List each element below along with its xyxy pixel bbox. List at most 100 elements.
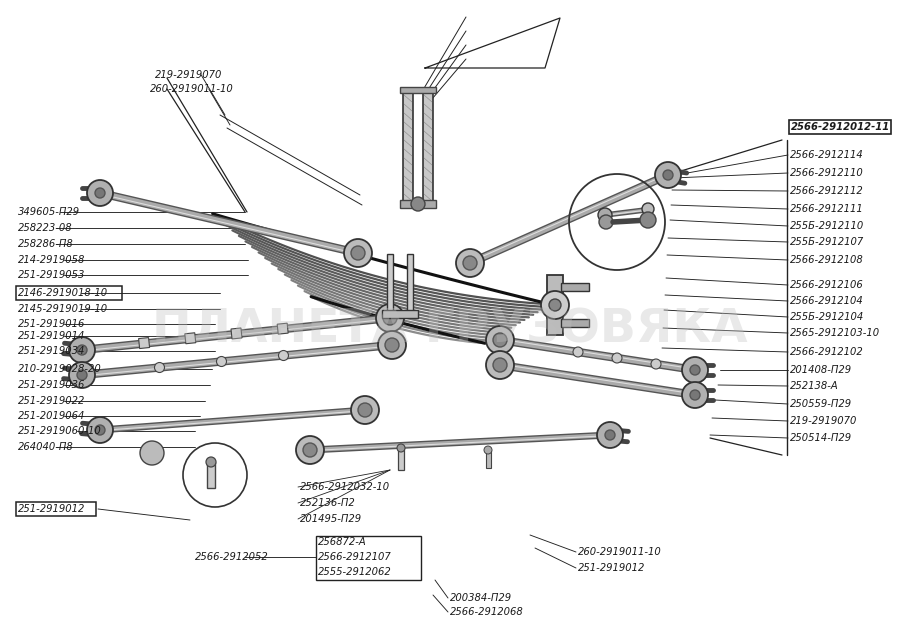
Circle shape xyxy=(155,362,165,372)
Text: 2566-2912068: 2566-2912068 xyxy=(450,607,524,617)
Text: 2566-2912032-10: 2566-2912032-10 xyxy=(300,482,390,492)
Circle shape xyxy=(598,208,612,222)
Circle shape xyxy=(682,357,708,383)
Text: 219-2919070: 219-2919070 xyxy=(790,416,858,426)
Text: 255Б-2912104: 255Б-2912104 xyxy=(790,312,864,322)
Text: 210-2919028-20: 210-2919028-20 xyxy=(18,364,102,374)
Bar xyxy=(277,323,288,334)
Circle shape xyxy=(663,170,673,180)
Circle shape xyxy=(303,443,317,457)
Circle shape xyxy=(605,430,615,440)
Bar xyxy=(387,254,393,314)
Text: 251-2919012: 251-2919012 xyxy=(578,563,645,573)
Text: 2145-2919019-10: 2145-2919019-10 xyxy=(18,304,108,314)
Circle shape xyxy=(463,256,477,270)
Bar xyxy=(789,120,891,134)
Circle shape xyxy=(351,396,379,424)
Text: 252138-А: 252138-А xyxy=(790,381,839,391)
Bar xyxy=(382,310,418,318)
Text: 214-2919058: 214-2919058 xyxy=(18,255,86,265)
Text: 251-2019064: 251-2019064 xyxy=(18,411,86,421)
Circle shape xyxy=(383,311,397,325)
Circle shape xyxy=(682,382,708,408)
Circle shape xyxy=(217,357,227,367)
Text: ПЛАНЕТА ГРУЗОВЯКА: ПЛАНЕТА ГРУЗОВЯКА xyxy=(152,307,748,353)
Circle shape xyxy=(486,326,514,354)
Text: 2566-2912114: 2566-2912114 xyxy=(790,150,864,160)
Text: 2566-2912012-11: 2566-2912012-11 xyxy=(791,122,890,132)
Text: 250514-П29: 250514-П29 xyxy=(790,433,852,443)
Circle shape xyxy=(95,425,105,435)
Bar xyxy=(407,254,413,314)
Circle shape xyxy=(493,333,507,347)
Text: 2566-2912112: 2566-2912112 xyxy=(790,186,864,196)
Circle shape xyxy=(655,162,681,188)
Circle shape xyxy=(397,444,405,452)
Bar xyxy=(561,319,589,327)
Text: 201495-П29: 201495-П29 xyxy=(300,514,362,524)
Circle shape xyxy=(690,365,700,375)
Text: 2555-2912062: 2555-2912062 xyxy=(318,567,392,577)
Circle shape xyxy=(376,304,404,332)
Circle shape xyxy=(296,436,324,464)
Text: 251-2919014: 251-2919014 xyxy=(18,331,86,341)
Text: 251-2919034: 251-2919034 xyxy=(18,346,86,356)
Bar xyxy=(398,448,404,470)
Circle shape xyxy=(95,188,105,198)
Circle shape xyxy=(599,215,613,229)
Text: 2565-2912103-10: 2565-2912103-10 xyxy=(790,328,880,338)
Circle shape xyxy=(642,203,654,215)
Bar xyxy=(207,462,215,488)
Text: 219-2919070: 219-2919070 xyxy=(155,70,222,80)
Text: 251-2919060-10: 251-2919060-10 xyxy=(18,426,102,436)
Text: 251-2919036: 251-2919036 xyxy=(18,380,86,390)
Bar xyxy=(403,90,413,205)
Text: 201408-П29: 201408-П29 xyxy=(790,365,852,375)
Circle shape xyxy=(690,390,700,400)
Circle shape xyxy=(549,299,561,311)
Circle shape xyxy=(77,345,87,355)
Circle shape xyxy=(358,403,372,417)
Circle shape xyxy=(140,441,164,465)
Text: 258286-П8: 258286-П8 xyxy=(18,239,74,249)
Bar xyxy=(561,283,589,291)
Text: 2566-2912102: 2566-2912102 xyxy=(790,347,864,357)
Circle shape xyxy=(493,358,507,372)
Circle shape xyxy=(612,353,622,363)
Circle shape xyxy=(69,362,95,388)
Text: 2566-2912110: 2566-2912110 xyxy=(790,168,864,178)
Circle shape xyxy=(456,249,484,277)
Text: 251-2919022: 251-2919022 xyxy=(18,396,86,406)
Bar xyxy=(400,87,436,93)
Circle shape xyxy=(87,180,113,206)
Text: 250559-П29: 250559-П29 xyxy=(790,399,852,409)
Circle shape xyxy=(206,457,216,467)
Text: 2566-2912108: 2566-2912108 xyxy=(790,255,864,265)
Circle shape xyxy=(378,331,406,359)
Text: 258223-08: 258223-08 xyxy=(18,223,73,233)
Bar xyxy=(400,200,436,208)
Circle shape xyxy=(351,246,365,260)
Circle shape xyxy=(541,291,569,319)
Text: 2146-2919018-10: 2146-2919018-10 xyxy=(18,288,108,298)
Bar xyxy=(184,333,196,344)
Circle shape xyxy=(486,351,514,379)
Circle shape xyxy=(344,239,372,267)
Ellipse shape xyxy=(143,453,161,461)
Text: 2566-2912107: 2566-2912107 xyxy=(318,552,392,562)
Ellipse shape xyxy=(143,455,161,463)
Ellipse shape xyxy=(143,451,161,459)
Circle shape xyxy=(69,337,95,363)
Text: 251-2919053: 251-2919053 xyxy=(18,270,86,280)
Circle shape xyxy=(597,422,623,448)
Text: 200384-П29: 200384-П29 xyxy=(450,593,512,603)
Circle shape xyxy=(385,338,399,352)
Text: 260-2919011-10: 260-2919011-10 xyxy=(150,84,234,94)
Circle shape xyxy=(573,347,583,357)
Text: 251-2919016: 251-2919016 xyxy=(18,319,86,329)
Text: 252136-П2: 252136-П2 xyxy=(300,498,356,508)
Text: 251-2919012: 251-2919012 xyxy=(18,504,86,514)
Circle shape xyxy=(651,359,661,369)
Text: 2566-2912106: 2566-2912106 xyxy=(790,280,864,290)
Bar xyxy=(231,328,242,339)
